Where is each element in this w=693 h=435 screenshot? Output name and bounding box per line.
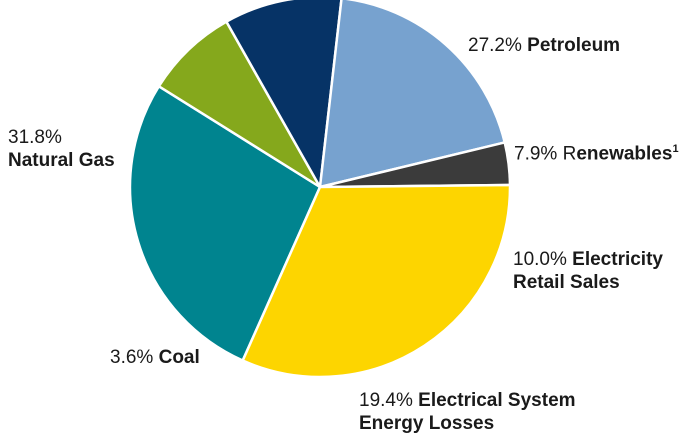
label-coal-percent: 3.6% bbox=[110, 347, 154, 368]
pie-slice-natural-gas bbox=[241, 183, 512, 379]
label-losses-line1: Electrical System bbox=[418, 390, 576, 411]
label-electricity-line1: Electricity bbox=[572, 249, 663, 270]
pie-slice-electricity bbox=[225, 0, 343, 189]
label-gas-percent: 31.8% bbox=[8, 127, 62, 148]
pie-slice-electrical-system bbox=[318, 0, 506, 189]
label-petroleum-name: Petroleum bbox=[527, 35, 621, 56]
pie-slice-renewables bbox=[157, 20, 322, 189]
label-electricity-retail: 10.0% Electricity Retail Sales bbox=[513, 248, 663, 294]
label-losses-percent: 19.4% bbox=[359, 390, 413, 411]
label-coal-name: Coal bbox=[158, 347, 200, 368]
label-renewables-name: enewables bbox=[576, 143, 673, 165]
label-petroleum: 27.2% Petroleum bbox=[468, 34, 620, 57]
label-coal: 3.6% Coal bbox=[110, 346, 200, 369]
label-petroleum-percent: 27.2% bbox=[468, 35, 522, 56]
label-energy-losses: 19.4% Electrical System Energy Losses bbox=[359, 389, 576, 435]
label-natural-gas: 31.8% Natural Gas bbox=[8, 126, 115, 172]
label-renewables-percent: 7.9% bbox=[514, 143, 558, 165]
label-renewables-footnote: 1 bbox=[672, 143, 679, 155]
label-gas-name: Natural Gas bbox=[8, 150, 115, 171]
label-electricity-line2: Retail Sales bbox=[513, 272, 620, 293]
label-losses-line2: Energy Losses bbox=[359, 413, 495, 434]
label-renewables-prefix: R bbox=[562, 143, 577, 165]
label-renewables: 7.9% Renewables1 bbox=[514, 138, 679, 165]
label-electricity-percent: 10.0% bbox=[513, 249, 567, 270]
